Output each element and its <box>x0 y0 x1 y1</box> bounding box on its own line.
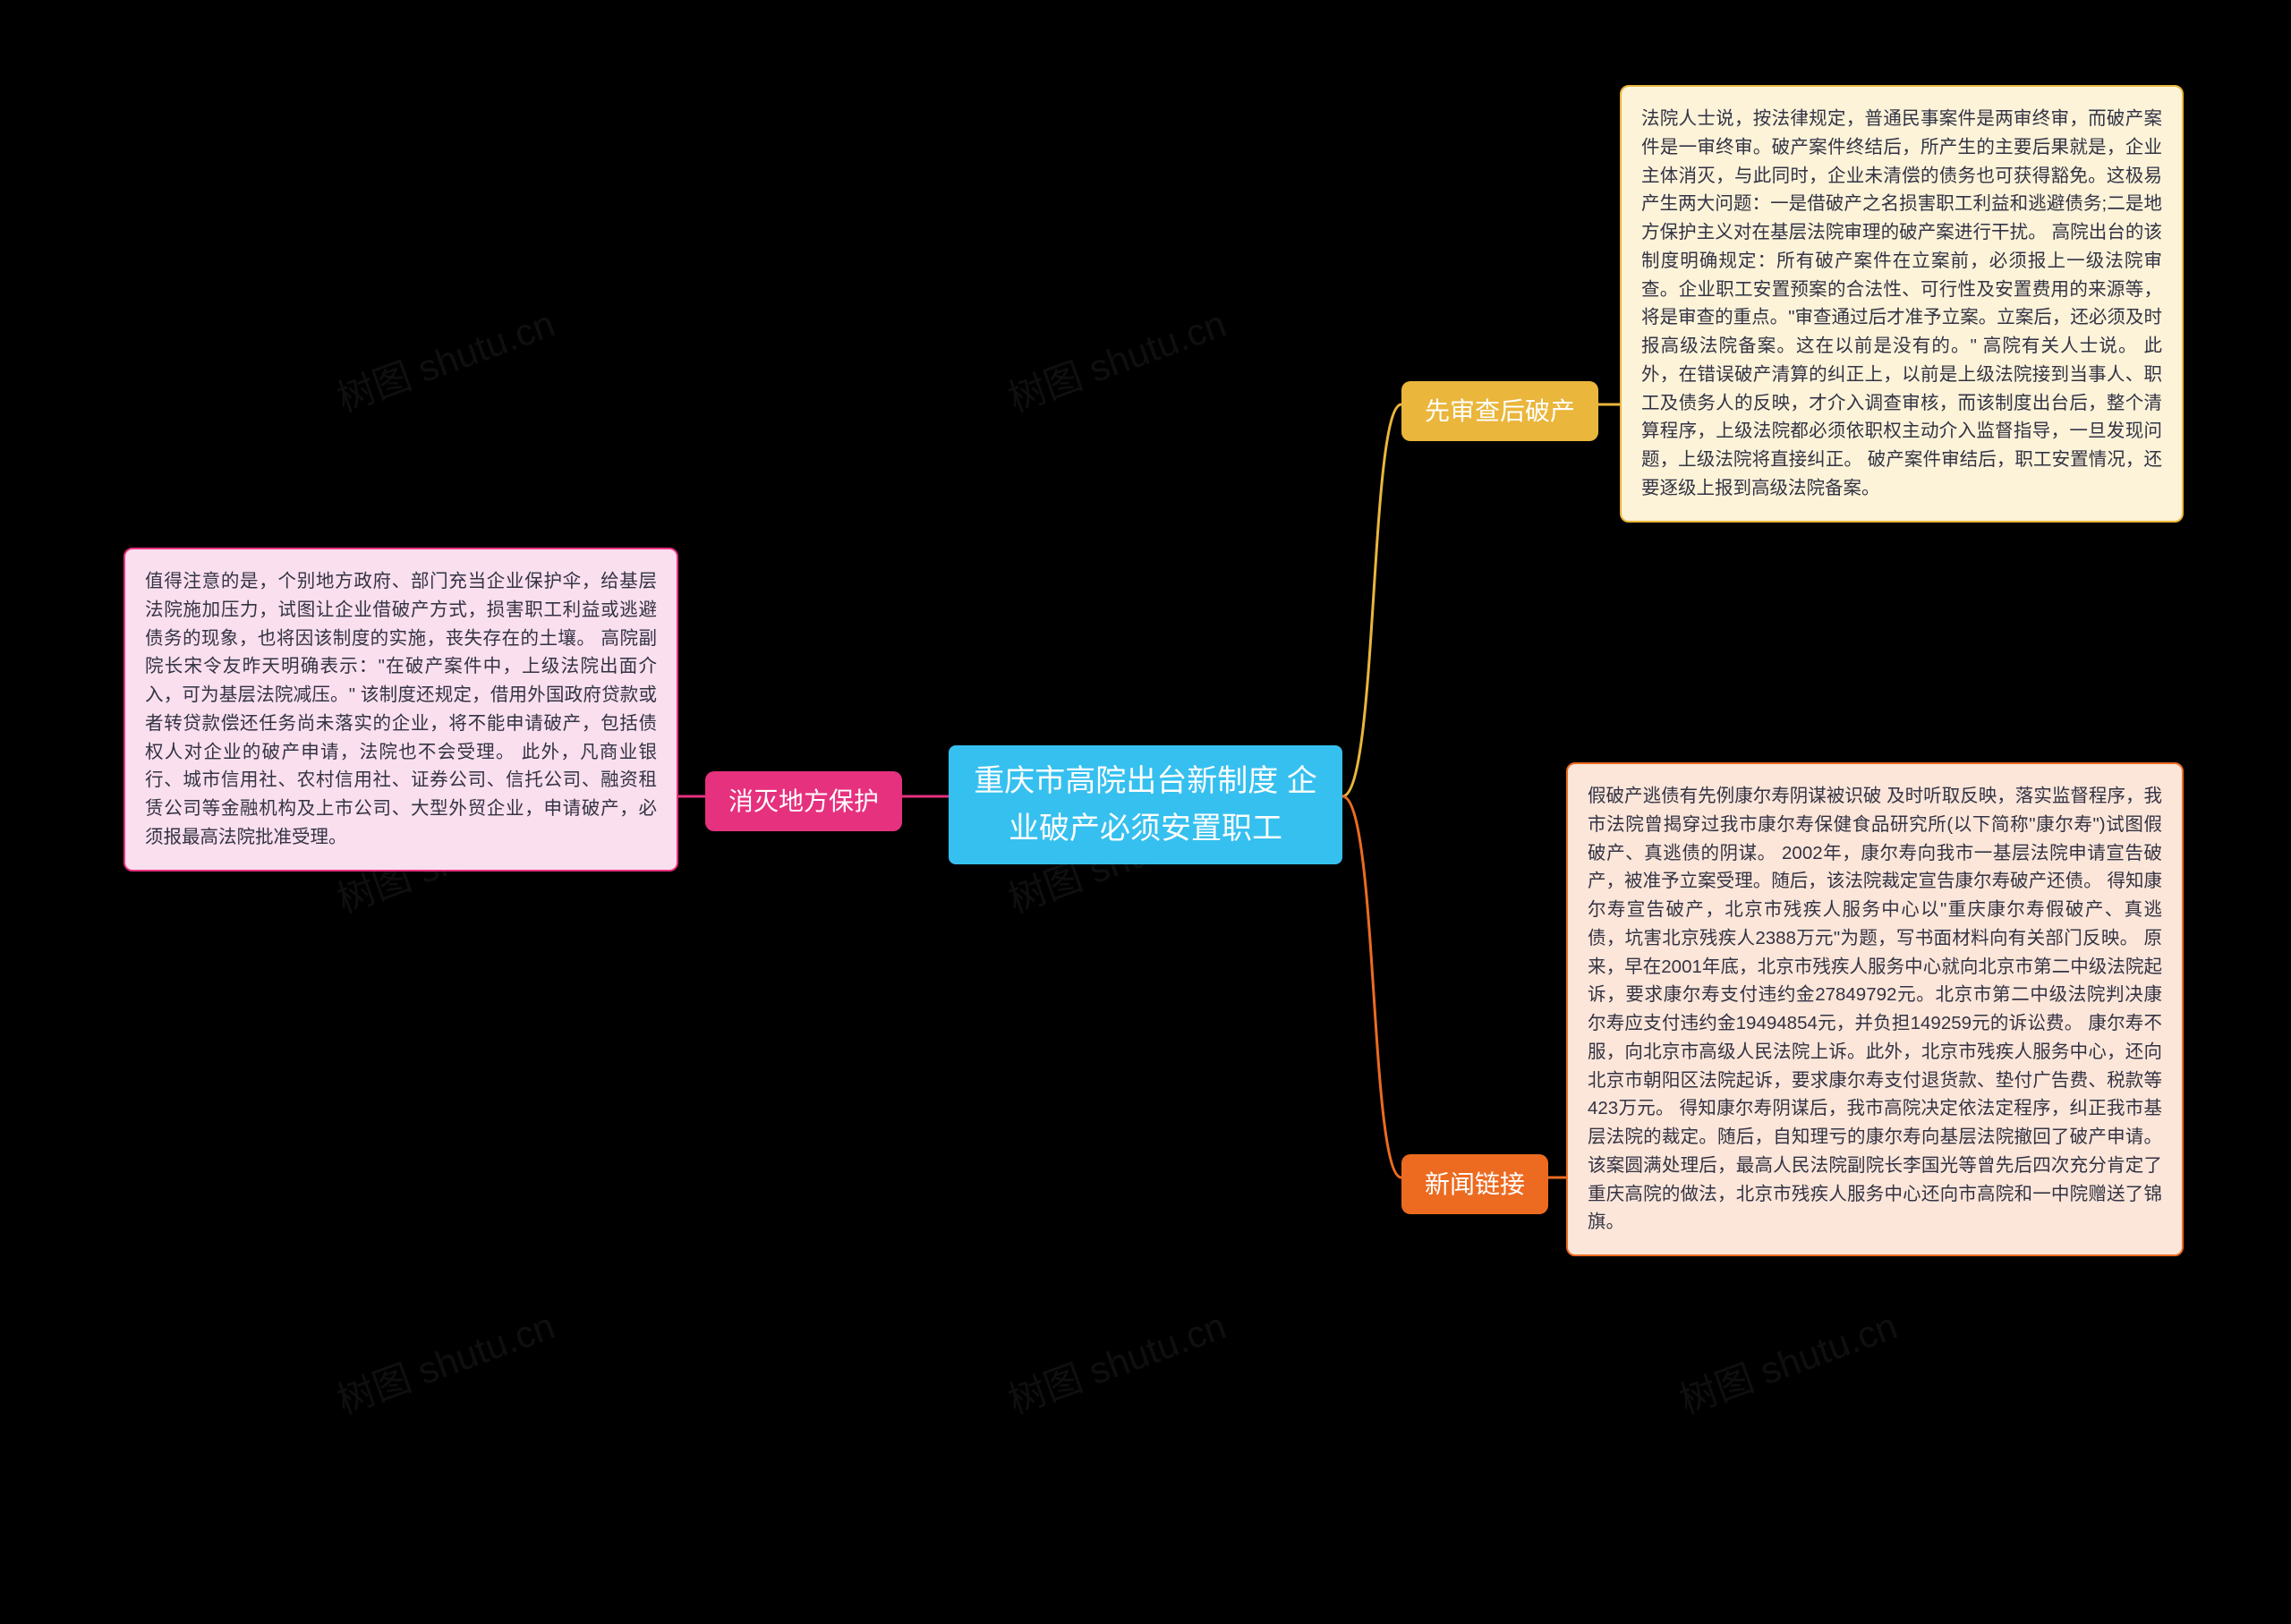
leaf-news: 假破产逃债有先例康尔寿阴谋被识破 及时听取反映，落实监督程序，我市法院曾揭穿过我… <box>1566 762 2184 1256</box>
watermark: 树图 shutu.cn <box>328 293 561 422</box>
branch-news[interactable]: 新闻链接 <box>1401 1154 1548 1214</box>
leaf-review: 法院人士说，按法律规定，普通民事案件是两审终审，而破产案件是一审终审。破产案件终… <box>1620 85 2184 523</box>
center-node[interactable]: 重庆市高院出台新制度 企业破产必须安置职工 <box>949 745 1342 864</box>
watermark: 树图 shutu.cn <box>1000 1296 1232 1424</box>
watermark: 树图 shutu.cn <box>1000 293 1232 422</box>
branch-eliminate[interactable]: 消灭地方保护 <box>705 771 902 831</box>
watermark: 树图 shutu.cn <box>1671 1296 1903 1424</box>
watermark: 树图 shutu.cn <box>328 1296 561 1424</box>
leaf-eliminate: 值得注意的是，个别地方政府、部门充当企业保护伞，给基层法院施加压力，试图让企业借… <box>123 548 678 872</box>
branch-review[interactable]: 先审查后破产 <box>1401 381 1598 441</box>
